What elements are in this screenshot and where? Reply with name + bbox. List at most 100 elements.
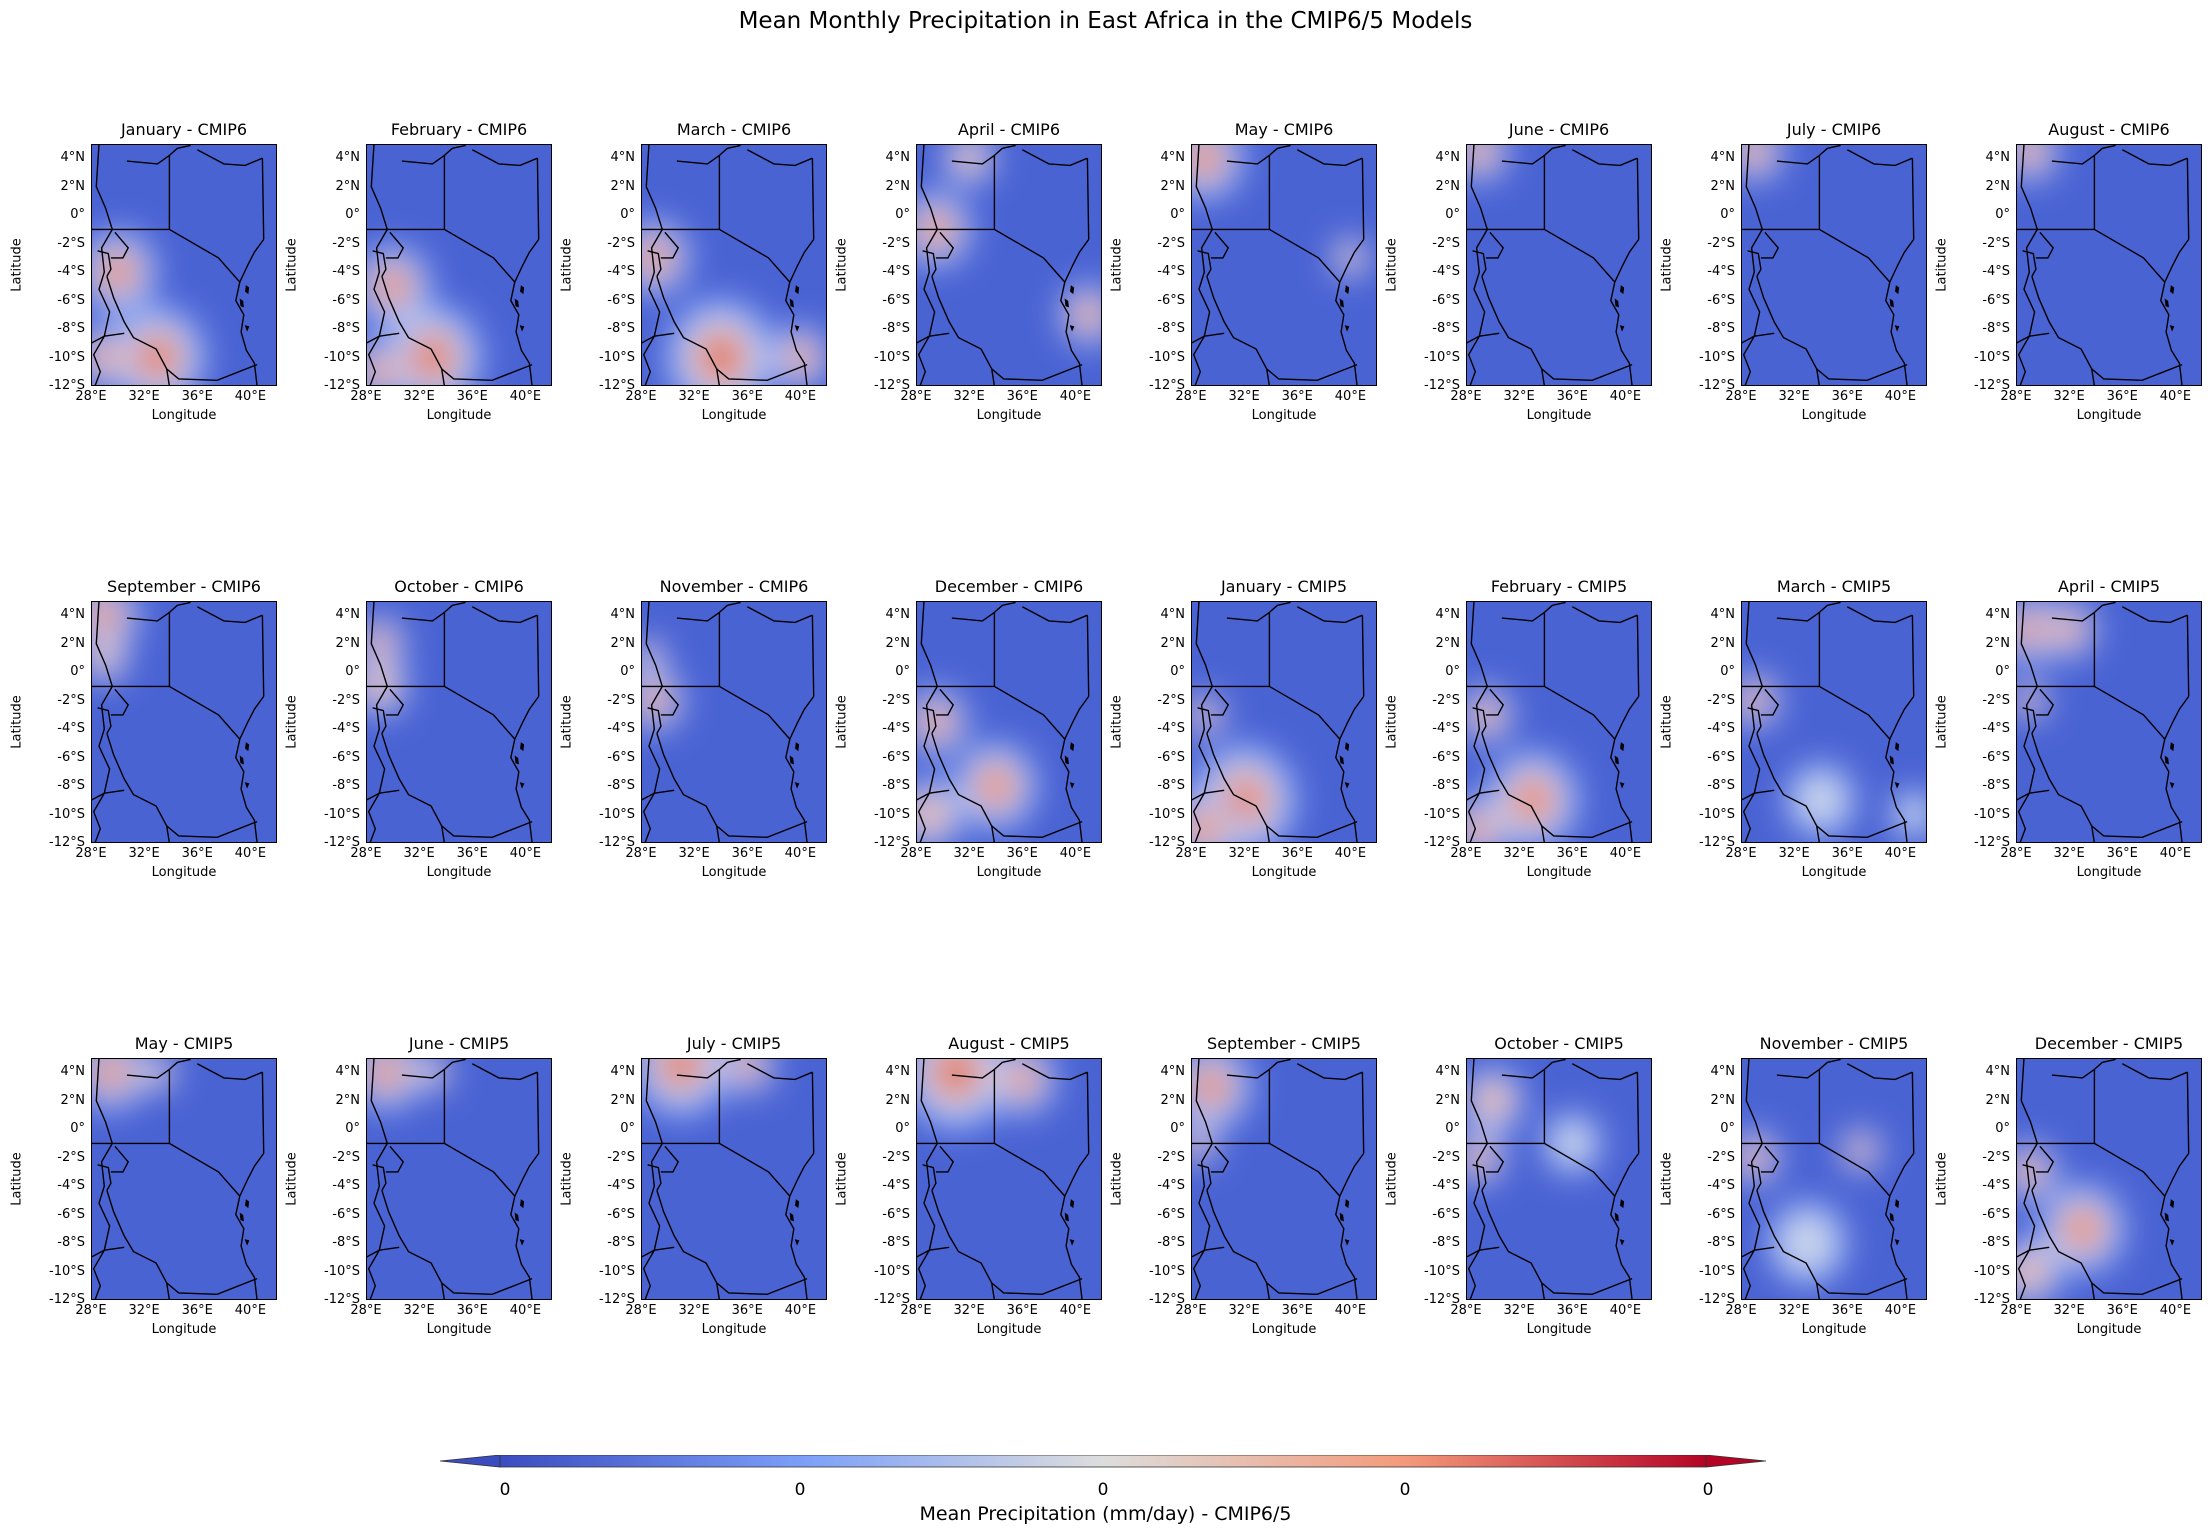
map-background <box>1466 144 1652 386</box>
precip-anomaly <box>672 1058 690 1075</box>
country-border <box>385 231 405 259</box>
y-tick-label: -10°S <box>1974 806 2010 822</box>
island <box>794 1239 800 1246</box>
y-tick-label: 4°N <box>1435 1064 1461 1080</box>
x-tick-label: 32°E <box>1503 1303 1535 1318</box>
coastline <box>1885 1152 1915 1300</box>
country-border <box>2051 611 2095 622</box>
y-tick-label: -2°S <box>332 692 360 708</box>
precip-anomaly <box>1778 1212 1836 1274</box>
precip-anomaly <box>955 144 983 173</box>
country-border <box>916 1142 1066 1197</box>
y-tick-label: -2°S <box>57 235 85 251</box>
country-border <box>1277 601 1291 606</box>
y-tick-label: -6°S <box>1432 749 1460 765</box>
country-border <box>1636 615 1640 697</box>
y-tick-label: -8°S <box>1707 778 1735 794</box>
x-axis-label: Longitude <box>151 408 217 423</box>
y-axis-label: Latitude <box>1659 695 1675 749</box>
x-tick-label: 32°E <box>1778 1303 1810 1318</box>
precip-anomaly <box>647 251 661 265</box>
map-panel: May - CMIP5 4°N 2°N 0° -2°S -4°S -6°S -8°S -10°S… <box>10 1034 277 1337</box>
country-border <box>1206 1190 1358 1296</box>
colorbar-extend-low <box>440 1455 501 1468</box>
country-border <box>1021 606 1088 624</box>
country-border <box>110 231 130 259</box>
y-tick-label: -4°S <box>1157 1178 1185 1194</box>
y-tick-label: -2°S <box>1707 235 1735 251</box>
x-tick-label: 28°E <box>1175 389 1207 404</box>
island <box>514 755 519 765</box>
y-tick-label: 0° <box>1995 664 2010 680</box>
y-tick-label: 2°N <box>1985 178 2011 194</box>
y-tick-label: -8°S <box>1707 1235 1735 1251</box>
map-panel: January - CMIP5 4°N 2°N 0° -2°S -4°S -6°S -8°S -… <box>1110 577 1377 880</box>
panel-title: June - CMIP6 <box>1508 120 1610 139</box>
country-border <box>452 1058 466 1063</box>
country-border <box>1846 149 1913 167</box>
y-axis-label: Latitude <box>1109 238 1125 292</box>
y-tick-label: 0° <box>1720 1121 1735 1137</box>
island <box>1889 298 1894 308</box>
island <box>239 755 244 765</box>
y-tick-label: -6°S <box>332 1206 360 1222</box>
y-tick-label: -4°S <box>57 264 85 280</box>
y-tick-label: -4°S <box>607 1178 635 1194</box>
map-frame <box>91 144 277 386</box>
country-border <box>916 1246 950 1258</box>
country-border <box>1197 1164 1212 1191</box>
x-axis-label: Longitude <box>1251 865 1317 880</box>
panel-title: September - CMIP5 <box>1207 1034 1361 1053</box>
lake-shoreline <box>1467 1058 1489 1300</box>
y-tick-label: 2°N <box>1985 1092 2011 1108</box>
x-tick-label: 40°E <box>1609 1303 1642 1318</box>
country-border <box>811 158 815 240</box>
y-tick-label: -12°S <box>1424 1292 1460 1307</box>
y-tick-label: -12°S <box>1424 378 1460 393</box>
y-tick-label: 2°N <box>1160 1092 1186 1108</box>
y-tick-label: -2°S <box>607 235 635 251</box>
country-border <box>385 1145 405 1173</box>
y-tick-label: -10°S <box>1699 349 1735 365</box>
y-axis-label: Latitude <box>284 1152 300 1206</box>
country-border <box>91 228 241 283</box>
precipitation-map <box>91 1058 277 1300</box>
country-border <box>1268 604 1278 613</box>
island <box>1894 1239 1900 1246</box>
x-tick-label: 32°E <box>1778 846 1810 861</box>
country-border <box>1760 1145 1780 1173</box>
precip-anomaly <box>110 264 125 280</box>
country-border <box>1472 1164 1487 1191</box>
x-tick-label: 28°E <box>2000 846 2032 861</box>
island <box>795 285 800 295</box>
island <box>794 325 800 332</box>
country-border <box>746 149 813 167</box>
y-tick-label: -6°S <box>1157 749 1185 765</box>
lake-shoreline <box>917 144 939 386</box>
y-tick-label: -6°S <box>57 749 85 765</box>
x-tick-label: 40°E <box>784 389 817 404</box>
x-tick-label: 40°E <box>1334 846 1367 861</box>
country-border <box>2022 1164 2037 1191</box>
y-tick-label: -12°S <box>1424 835 1460 850</box>
lake-shoreline <box>2017 601 2039 843</box>
y-tick-label: 4°N <box>60 1064 86 1080</box>
coastline <box>235 1152 265 1300</box>
y-tick-label: -12°S <box>599 835 635 850</box>
country-border <box>1277 144 1291 149</box>
y-tick-label: 4°N <box>885 150 911 166</box>
y-tick-label: -8°S <box>607 778 635 794</box>
panel-title: March - CMIP6 <box>676 120 792 139</box>
y-tick-label: 4°N <box>885 1064 911 1080</box>
country-border <box>1552 601 1566 606</box>
island <box>2164 1212 2169 1222</box>
y-tick-label: -2°S <box>1982 235 2010 251</box>
x-tick-label: 40°E <box>509 389 542 404</box>
y-tick-label: 2°N <box>335 178 361 194</box>
country-border <box>1741 332 1775 344</box>
figure-title: Mean Monthly Precipitation in East Afric… <box>738 8 1473 34</box>
precip-anomaly <box>1856 1146 1865 1155</box>
y-tick-label: 2°N <box>1435 178 1461 194</box>
x-tick-label: 32°E <box>403 389 435 404</box>
coastline <box>785 1152 815 1300</box>
